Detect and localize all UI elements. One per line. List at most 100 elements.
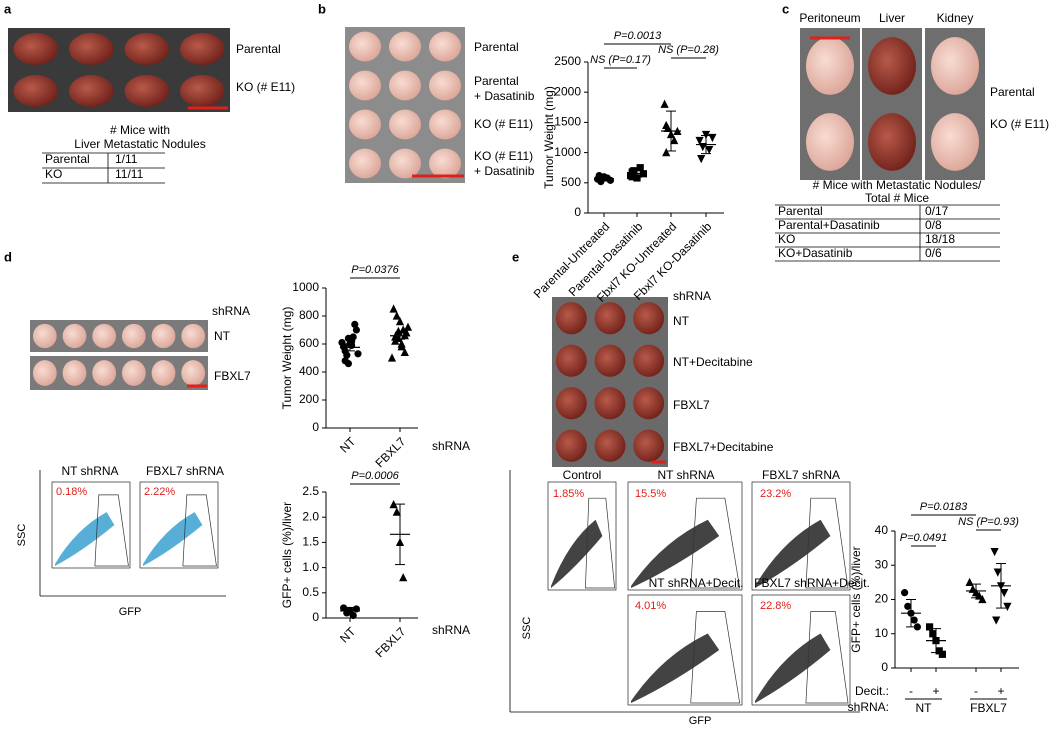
data-point <box>636 164 644 172</box>
y-tick-label: 400 <box>299 364 319 378</box>
y-tick-label: 1500 <box>554 115 581 129</box>
flow-percent: 22.8% <box>760 600 791 612</box>
error-bar <box>971 583 981 599</box>
table-title: Liver Metastatic Nodules <box>74 137 205 151</box>
data-point <box>392 311 401 320</box>
specimen <box>69 75 114 107</box>
group-label: NT <box>916 701 933 715</box>
data-point <box>394 333 403 342</box>
photo <box>30 320 208 352</box>
column-label: Peritoneum <box>799 11 860 25</box>
data-point <box>695 136 704 146</box>
flow-gate <box>805 611 849 704</box>
table-cell: 0/8 <box>925 218 942 232</box>
data-point <box>389 304 398 313</box>
specimen <box>868 113 916 171</box>
flow-percent: 23.2% <box>760 488 791 500</box>
annotation: NS (P=0.28) <box>658 44 719 56</box>
data-point <box>397 342 406 351</box>
table <box>775 204 1000 262</box>
row-label: KO (# E11) <box>474 117 533 131</box>
x-tick-label: - <box>909 684 913 698</box>
flow-title: NT shRNA <box>61 464 118 478</box>
annotation: P=0.0183 <box>920 501 968 513</box>
data-point <box>1003 602 1012 611</box>
y-axis-label: GFP+ cells (%)/liver <box>849 546 863 652</box>
data-point <box>389 500 398 509</box>
error-bar <box>666 110 676 152</box>
data-point <box>901 589 909 597</box>
y-tick-label: 600 <box>299 336 319 350</box>
specimen <box>555 387 587 420</box>
y-axis-label: GFP+ cells (%)/liver <box>280 502 294 608</box>
flow-gate <box>690 497 741 589</box>
row-label: FBXL7+Decitabine <box>673 440 774 454</box>
specimen <box>868 37 916 95</box>
data-point <box>910 616 918 624</box>
flow-frame <box>39 470 860 713</box>
flow-cloud <box>55 512 115 566</box>
flow-gate <box>805 497 849 589</box>
data-point <box>595 171 603 180</box>
row-label: shRNA <box>212 304 250 318</box>
flow-axis-label: GFP <box>119 606 142 618</box>
specimen <box>121 360 146 386</box>
x-tick-label: FBXL7 <box>373 434 409 470</box>
annotation: NS (P=0.17) <box>590 54 651 66</box>
data-point <box>399 573 408 582</box>
column-label: Liver <box>879 11 905 25</box>
panel-letter: b <box>318 1 326 16</box>
specimen <box>124 75 169 107</box>
data-point <box>701 130 711 140</box>
x-tick-label: + <box>932 684 939 698</box>
flow-title: FBXL7 shRNA <box>146 464 224 478</box>
row-label: FBXL7 <box>673 398 710 412</box>
annotation: P=0.0376 <box>351 264 399 276</box>
x-tick-label: NT <box>337 624 359 646</box>
y-axis-label: Tumor Weight (mg) <box>280 307 294 410</box>
specimen <box>389 70 421 101</box>
row-label: KO (# E11) <box>474 149 533 163</box>
error-bar <box>632 169 642 178</box>
row-label: + Dasatinib <box>474 164 535 178</box>
flow-axis-label: SSC <box>16 524 28 547</box>
y-tick-label: 0 <box>312 610 319 624</box>
x-title: shRNA <box>432 623 470 637</box>
flow-percent: 0.18% <box>56 486 87 498</box>
specimen <box>594 429 626 462</box>
specimen <box>92 360 117 386</box>
flow-axis-label: GFP <box>689 715 712 727</box>
data-point <box>965 577 974 586</box>
data-point <box>913 623 922 631</box>
y-tick-label: 2.0 <box>302 509 319 523</box>
specimen <box>429 31 461 62</box>
data-point <box>904 602 912 610</box>
flow-title: NT shRNA <box>657 468 714 482</box>
data-point <box>1000 589 1009 598</box>
y-tick-label: 1.0 <box>302 560 319 574</box>
flow-title: FBXL7 shRNA+Decit. <box>754 576 870 590</box>
y-tick-label: 0.5 <box>302 585 319 599</box>
flow-percent: 4.01% <box>635 600 666 612</box>
data-point <box>354 350 362 358</box>
flow-percent: 15.5% <box>635 488 666 500</box>
flow-axis-label: SSC <box>521 617 533 640</box>
row-title: shRNA: <box>848 700 889 714</box>
y-tick-label: 40 <box>875 523 889 537</box>
specimen <box>180 33 225 65</box>
y-tick-label: 0 <box>574 205 581 219</box>
data-point <box>705 145 714 155</box>
flow-gate <box>94 494 129 567</box>
specimen <box>555 344 587 377</box>
specimen <box>594 344 626 377</box>
specimen <box>389 109 421 140</box>
table-title: # Mice with <box>110 123 170 137</box>
y-tick-label: 20 <box>875 592 889 606</box>
y-tick-label: 2000 <box>554 84 581 98</box>
error-bar <box>931 628 941 654</box>
table-cell: KO <box>45 167 62 181</box>
row-label: KO (# E11) <box>236 80 295 94</box>
specimen <box>555 302 587 335</box>
specimen <box>32 323 57 349</box>
data-point <box>349 611 357 620</box>
